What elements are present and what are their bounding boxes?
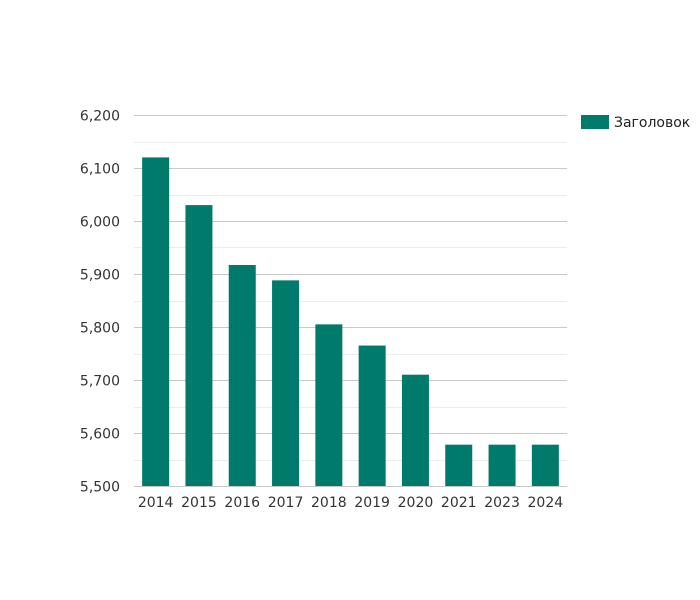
- bar-series: [142, 157, 559, 486]
- bar: [272, 280, 300, 486]
- y-tick-label: 5,500: [80, 480, 120, 496]
- bar: [315, 324, 343, 486]
- y-tick-label: 5,700: [80, 374, 120, 390]
- bar: [228, 264, 256, 486]
- bar: [531, 444, 559, 486]
- x-tick-label: 2023: [484, 495, 520, 511]
- x-tick-label: 2024: [528, 495, 564, 511]
- x-tick-label: 2018: [311, 495, 347, 511]
- bar: [358, 345, 386, 486]
- y-tick-label: 5,900: [80, 268, 120, 284]
- bar: [445, 444, 473, 486]
- x-tick-label: 2014: [138, 495, 174, 511]
- legend: Заголовок: [581, 115, 690, 131]
- y-tick-label: 6,200: [80, 109, 120, 125]
- y-axis: 5,500 5,600 5,700 5,800 5,900 6,000 6,100 6,200: [80, 109, 120, 496]
- bar: [488, 444, 516, 486]
- legend-label: Заголовок: [614, 115, 690, 131]
- y-tick-label: 6,100: [80, 162, 120, 178]
- bar: [401, 374, 429, 486]
- x-tick-label: 2021: [441, 495, 477, 511]
- bar: [185, 205, 213, 486]
- y-tick-label: 5,600: [80, 427, 120, 443]
- y-tick-label: 5,800: [80, 321, 120, 337]
- x-tick-label: 2019: [354, 495, 390, 511]
- x-tick-label: 2015: [181, 495, 217, 511]
- y-tick-label: 6,000: [80, 215, 120, 231]
- legend-swatch: [581, 115, 609, 129]
- bar: [142, 157, 170, 486]
- x-axis: 2014 2015 2016 2017 2018 2019 2020 2021 2023 2024: [138, 495, 563, 511]
- x-tick-label: 2016: [224, 495, 260, 511]
- x-tick-label: 2020: [398, 495, 434, 511]
- x-tick-label: 2017: [268, 495, 304, 511]
